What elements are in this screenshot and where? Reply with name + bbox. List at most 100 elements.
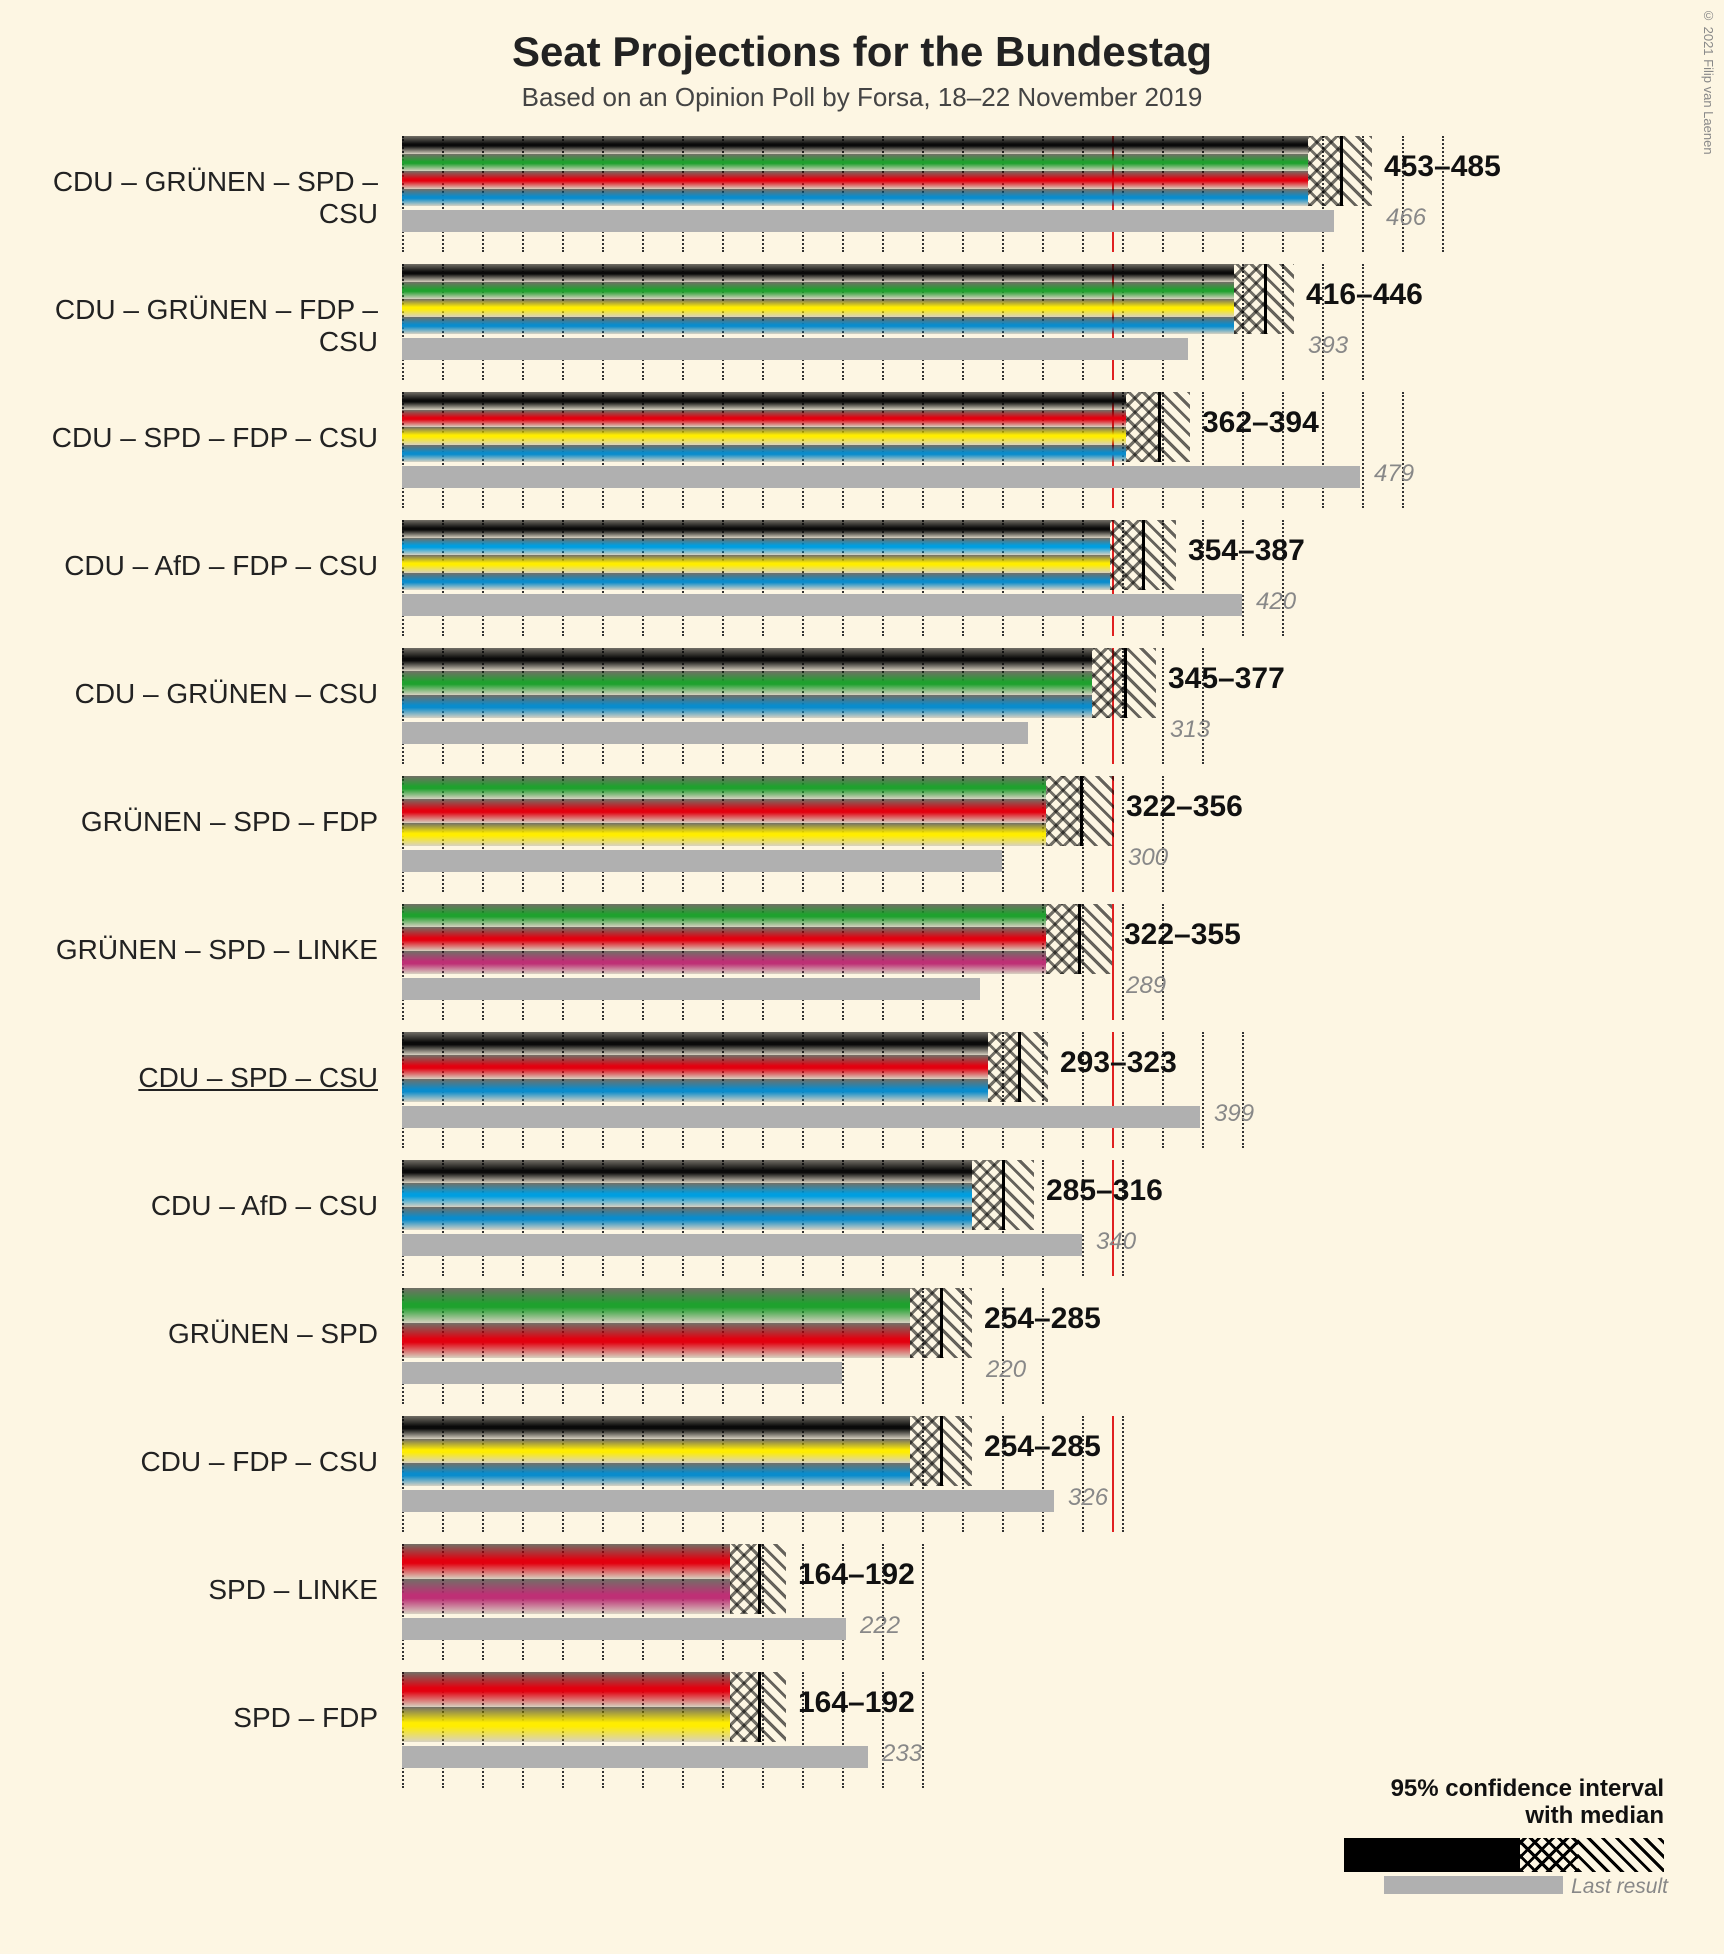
ci-upper-hatch	[940, 1416, 972, 1486]
range-label: 354–387	[1188, 534, 1305, 568]
ci-lower-hatch	[1092, 648, 1124, 718]
legend: 95% confidence interval with median Last…	[1284, 1775, 1664, 1894]
coalition-row: CDU – GRÜNEN – FDP – CSU416–446393	[0, 258, 1724, 386]
chart-subtitle: Based on an Opinion Poll by Forsa, 18–22…	[0, 82, 1724, 113]
coalition-label: SPD – LINKE	[0, 1574, 390, 1606]
legend-last-label: Last result	[1563, 1875, 1668, 1899]
bar-area: 285–316 340	[402, 1160, 1522, 1276]
coalition-bar	[402, 136, 1308, 206]
coalition-bar	[402, 776, 1046, 846]
bar-area: 254–285 326	[402, 1416, 1522, 1532]
coalition-row: CDU – FDP – CSU 254–285 326	[0, 1410, 1724, 1538]
legend-title-line2: with median	[1525, 1802, 1664, 1829]
legend-title: 95% confidence interval with median	[1284, 1775, 1664, 1830]
ci-upper-hatch	[1142, 520, 1176, 590]
last-result-label: 289	[1126, 972, 1166, 1000]
ci-lower-hatch	[1046, 904, 1078, 974]
last-result-bar	[402, 1362, 842, 1384]
last-result-label: 220	[986, 1356, 1026, 1384]
coalition-bar	[402, 1160, 972, 1230]
ci-lower-hatch	[972, 1160, 1002, 1230]
coalition-row: CDU – AfD – FDP – CSU354–387420	[0, 514, 1724, 642]
coalition-bar	[402, 1672, 730, 1742]
coalition-label: CDU – FDP – CSU	[0, 1446, 390, 1478]
range-label: 254–285	[984, 1430, 1101, 1464]
coalition-bar	[402, 1544, 730, 1614]
coalition-label: CDU – SPD – FDP – CSU	[0, 422, 390, 454]
last-result-bar	[402, 850, 1002, 872]
last-result-bar	[402, 1490, 1054, 1512]
coalition-row: SPD – LINKE 164–192222	[0, 1538, 1724, 1666]
coalition-label: CDU – GRÜNEN – FDP – CSU	[0, 294, 390, 358]
last-result-label: 233	[882, 1740, 922, 1768]
last-result-bar	[402, 1746, 868, 1768]
range-label: 345–377	[1168, 662, 1285, 696]
range-label: 285–316	[1046, 1174, 1163, 1208]
coalition-label: GRÜNEN – SPD – LINKE	[0, 934, 390, 966]
range-label: 164–192	[798, 1558, 915, 1592]
coalition-row: CDU – GRÜNEN – SPD – CSU 453–485 466	[0, 130, 1724, 258]
majority-line	[1112, 1416, 1114, 1532]
ci-lower-hatch	[1308, 136, 1340, 206]
coalition-row: CDU – SPD – FDP – CSU 362–394 479	[0, 386, 1724, 514]
ci-lower-hatch	[910, 1288, 940, 1358]
range-label: 322–355	[1124, 918, 1241, 952]
last-result-bar	[402, 722, 1028, 744]
coalition-bar	[402, 1032, 988, 1102]
coalition-bar	[402, 264, 1234, 334]
ci-lower-hatch	[988, 1032, 1018, 1102]
range-label: 416–446	[1306, 278, 1423, 312]
coalition-label: SPD – FDP	[0, 1702, 390, 1734]
chart-title: Seat Projections for the Bundestag	[0, 0, 1724, 76]
bar-area: 164–192222	[402, 1544, 1522, 1660]
coalition-row: GRÜNEN – SPD – FDP322–356300	[0, 770, 1724, 898]
ci-upper-hatch	[758, 1544, 786, 1614]
range-label: 362–394	[1202, 406, 1319, 440]
last-result-label: 479	[1374, 460, 1414, 488]
ci-lower-hatch	[1110, 520, 1142, 590]
last-result-label: 340	[1096, 1228, 1136, 1256]
coalition-row: CDU – AfD – CSU 285–316 340	[0, 1154, 1724, 1282]
ci-upper-hatch	[1078, 904, 1112, 974]
coalition-label: GRÜNEN – SPD	[0, 1318, 390, 1350]
coalition-bar	[402, 520, 1110, 590]
coalition-label: CDU – AfD – CSU	[0, 1190, 390, 1222]
coalition-label: CDU – GRÜNEN – SPD – CSU	[0, 166, 390, 230]
ci-lower-hatch	[1126, 392, 1158, 462]
last-result-bar	[402, 466, 1360, 488]
ci-lower-hatch	[730, 1544, 758, 1614]
last-result-bar	[402, 594, 1242, 616]
ci-upper-hatch	[940, 1288, 972, 1358]
legend-title-line1: 95% confidence interval	[1391, 1775, 1664, 1802]
ci-lower-hatch	[1234, 264, 1264, 334]
bar-area: 322–356 300	[402, 776, 1522, 892]
last-result-bar	[402, 1234, 1082, 1256]
last-result-label: 300	[1128, 844, 1168, 872]
range-label: 322–356	[1126, 790, 1243, 824]
last-result-label: 326	[1068, 1484, 1108, 1512]
coalition-label: CDU – GRÜNEN – CSU	[0, 678, 390, 710]
ci-upper-hatch	[1340, 136, 1372, 206]
last-result-bar	[402, 1618, 846, 1640]
bar-area: 345–377313	[402, 648, 1522, 764]
legend-last-bar: Last result	[1384, 1876, 1664, 1894]
majority-line	[1112, 904, 1114, 1020]
range-label: 254–285	[984, 1302, 1101, 1336]
last-result-bar	[402, 210, 1334, 232]
last-result-label: 399	[1214, 1100, 1254, 1128]
ci-upper-hatch	[1158, 392, 1190, 462]
last-result-label: 466	[1386, 204, 1426, 232]
ci-upper-hatch	[1002, 1160, 1034, 1230]
coalition-row: GRÜNEN – SPD – LINKE 322–355 289	[0, 898, 1724, 1026]
ci-lower-hatch	[910, 1416, 940, 1486]
chart-body: CDU – GRÜNEN – SPD – CSU453–485466CDU – …	[0, 130, 1724, 1794]
legend-sample-bar	[1344, 1838, 1664, 1872]
bar-area: 354–387420	[402, 520, 1522, 636]
last-result-bar	[402, 1106, 1200, 1128]
bar-area: 322–355 289	[402, 904, 1522, 1020]
bar-area: 416–446393	[402, 264, 1522, 380]
ci-upper-hatch	[1124, 648, 1156, 718]
coalition-row: GRÜNEN – SPD 254–285 220	[0, 1282, 1724, 1410]
range-label: 164–192	[798, 1686, 915, 1720]
range-label: 453–485	[1384, 150, 1501, 184]
